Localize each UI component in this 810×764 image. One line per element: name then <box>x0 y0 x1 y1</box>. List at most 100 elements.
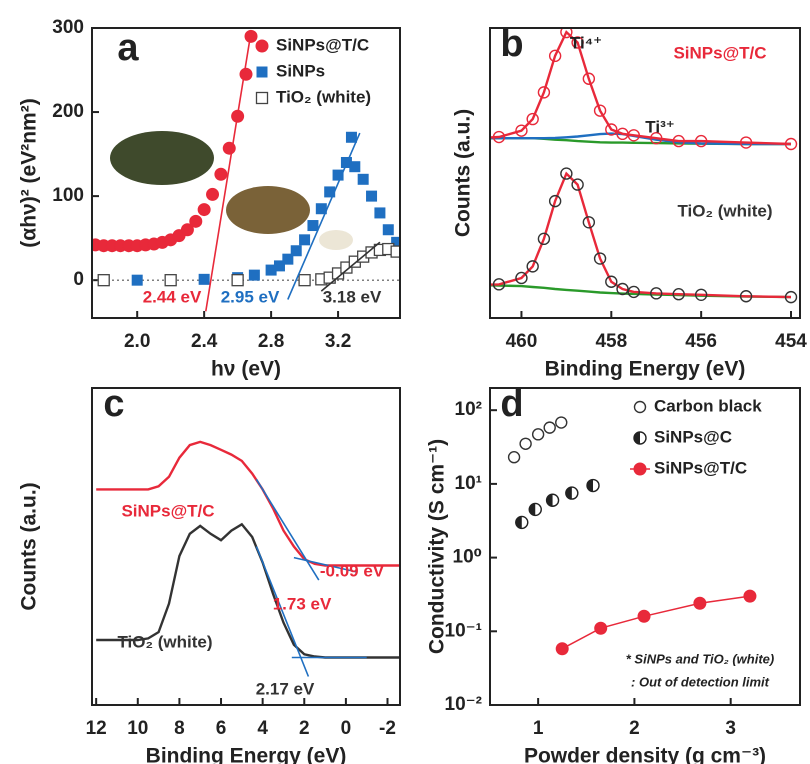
x-tick-label: 2.8 <box>258 331 284 352</box>
marker-shape <box>97 274 110 287</box>
y-axis-label: (αhν)² (eV²nm²) <box>18 98 41 247</box>
marker <box>548 194 562 208</box>
x-tick-label: -2 <box>379 718 396 739</box>
marker <box>256 66 268 78</box>
marker <box>672 134 685 148</box>
x-tick-label: 2.0 <box>124 331 150 352</box>
marker <box>357 173 369 185</box>
marker-shape <box>206 187 220 201</box>
marker-shape <box>515 271 528 285</box>
marker <box>586 478 600 493</box>
plot-area <box>96 440 400 677</box>
marker-shape <box>543 421 556 434</box>
annotation: TiO₂ (white) <box>677 201 772 220</box>
marker-shape <box>633 462 647 476</box>
y-tick-label: 100 <box>52 185 84 206</box>
marker <box>515 515 529 530</box>
marker-shape <box>593 104 607 117</box>
marker-shape <box>290 245 302 257</box>
annotation: 2.44 eV <box>143 287 202 306</box>
panel-label: b <box>500 23 523 65</box>
fit-line <box>255 546 310 677</box>
marker-half <box>515 516 522 529</box>
annotation: -0.09 eV <box>320 561 385 580</box>
marker <box>507 451 521 464</box>
marker <box>231 274 244 287</box>
x-tick-label: 456 <box>685 331 717 352</box>
marker-shape <box>248 269 260 281</box>
legend-entry: TiO₂ (white) <box>255 87 371 106</box>
axes-frame <box>91 387 401 706</box>
marker <box>299 234 311 246</box>
marker <box>492 278 506 291</box>
x-tick-label: 458 <box>595 331 627 352</box>
marker-shape <box>672 134 685 148</box>
photo-tio2 <box>319 230 353 250</box>
marker <box>537 232 551 246</box>
marker <box>633 462 647 476</box>
marker <box>131 274 143 286</box>
annotation: 3.18 eV <box>323 287 382 306</box>
axes-frame <box>489 387 801 706</box>
marker-shape <box>627 285 640 299</box>
marker <box>784 290 798 304</box>
marker <box>180 223 194 237</box>
marker-shape <box>571 36 584 49</box>
marker-shape <box>548 49 562 63</box>
marker <box>492 130 506 144</box>
marker <box>694 288 708 301</box>
panel-label: d <box>500 383 523 425</box>
marker <box>582 72 596 85</box>
series-line <box>490 171 792 299</box>
series-line <box>561 595 751 650</box>
x-axis-label: Binding Energy (eV) <box>146 745 347 764</box>
marker <box>374 207 386 219</box>
marker-shape <box>164 274 177 287</box>
marker <box>273 260 285 272</box>
marker-shape <box>307 220 319 232</box>
marker <box>391 236 400 248</box>
marker-shape <box>693 596 707 610</box>
marker <box>537 86 551 99</box>
marker <box>382 224 394 236</box>
x-tick-label: 2 <box>299 718 310 739</box>
marker <box>531 428 545 441</box>
marker <box>616 127 629 141</box>
marker <box>345 131 357 143</box>
marker-shape <box>197 203 211 217</box>
marker-shape <box>582 216 596 229</box>
marker-shape <box>366 190 378 202</box>
y-tick-label: 10¹ <box>455 473 482 494</box>
marker <box>324 186 336 198</box>
sample-photos <box>110 131 353 250</box>
marker <box>206 187 220 201</box>
y-tick-label: 10⁻¹ <box>445 620 483 641</box>
marker-shape <box>131 274 143 286</box>
legend-text: Carbon black <box>654 396 762 415</box>
legend-entry: Carbon black <box>633 396 762 415</box>
fit-line <box>320 241 381 292</box>
marker <box>255 39 269 53</box>
marker-shape <box>507 451 521 464</box>
annotation: 2.17 eV <box>256 679 315 698</box>
marker-shape <box>345 131 357 143</box>
marker-shape <box>239 67 253 81</box>
x-axis-label: hν (eV) <box>211 358 281 381</box>
marker <box>594 621 608 635</box>
marker <box>633 431 647 445</box>
plot-area <box>92 29 400 312</box>
marker-shape <box>391 236 400 248</box>
marker-shape <box>492 278 506 291</box>
x-tick-label: 10 <box>127 718 148 739</box>
annotation: SiNPs@T/C <box>121 501 214 520</box>
marker <box>571 178 584 191</box>
marker <box>248 269 260 281</box>
x-tick-label: 460 <box>506 331 538 352</box>
marker <box>627 285 640 299</box>
marker-shape <box>531 428 545 441</box>
marker-shape <box>382 224 394 236</box>
marker-shape <box>582 72 596 85</box>
x-tick-label: 12 <box>86 718 107 739</box>
marker-shape <box>560 28 573 39</box>
marker-shape <box>784 137 798 151</box>
